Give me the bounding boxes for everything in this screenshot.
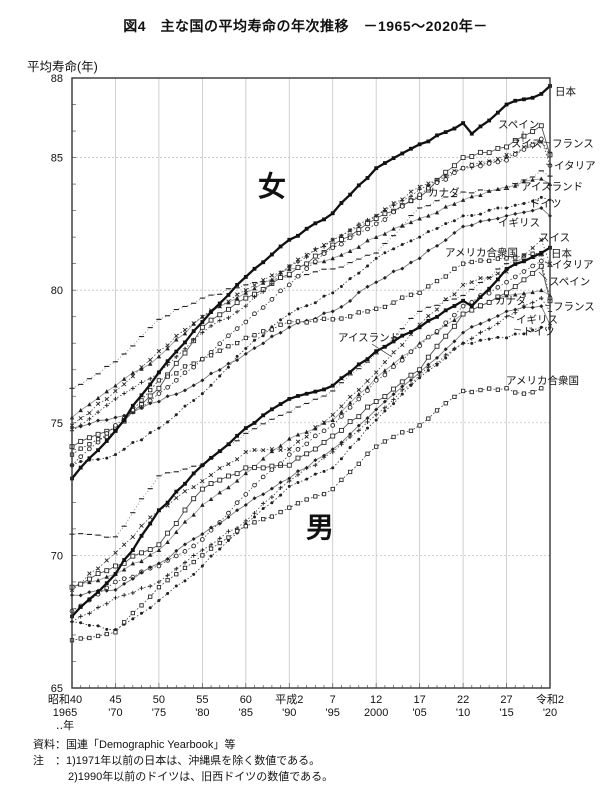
- label-canada-f: カナダ: [428, 186, 460, 199]
- ytick-70: 70: [51, 550, 63, 562]
- leader-italy-m: [544, 261, 551, 265]
- series-usa-m: [69, 386, 544, 643]
- xtick-era-1980: 55: [196, 694, 208, 706]
- ytick-85: 85: [51, 153, 63, 165]
- label-spain-m: スペイン: [549, 276, 590, 288]
- xtick-extra-1965: ‥年: [56, 718, 74, 732]
- note-2: 2)1990年以前のドイツは、旧西ドイツの数値である。: [68, 771, 334, 783]
- xtick-era-1970: 45: [109, 694, 121, 706]
- ytick-80: 80: [51, 285, 63, 297]
- xtick-era-2010: 22: [457, 694, 469, 706]
- label-iceland-m: アイスランド: [338, 332, 400, 344]
- xtick-year-2010: '10: [456, 707, 470, 719]
- label-italy-f: イタリア: [554, 160, 596, 172]
- series-uk-f: [70, 205, 552, 431]
- xtick-era-1975: 50: [153, 694, 165, 706]
- source-note: 資料：国連「Demographic Yearbook」等: [33, 739, 236, 751]
- figure-title: 図4 主な国の平均寿命の年次推移 －1965～2020年－: [123, 18, 488, 34]
- label-switzerland-f: スイス: [511, 138, 542, 150]
- xtick-era-2005: 17: [414, 694, 426, 706]
- leader-italy-f: [545, 163, 553, 166]
- leader-spain-m: [538, 271, 548, 281]
- label-uk-m: イギリス: [516, 314, 558, 326]
- leader-france-m: [544, 304, 552, 307]
- leader-france-f: [543, 141, 551, 144]
- plot-border: [71, 77, 551, 689]
- xtick-year-1980: '80: [195, 707, 209, 719]
- ytick-65: 65: [51, 683, 63, 695]
- label-japan-f: 日本: [555, 85, 576, 98]
- xtick-year-1985: '85: [239, 707, 253, 719]
- label-iceland-f: アイスランド: [521, 181, 583, 193]
- xtick-year-2015: '15: [499, 707, 513, 719]
- xtick-era-2020: 令和2: [536, 692, 564, 706]
- series-switzerland-m: [69, 237, 553, 592]
- xtick-year-1995: '95: [326, 707, 340, 719]
- xtick-year-2020: '20: [543, 707, 557, 719]
- xtick-era-1990: 平成2: [275, 693, 303, 706]
- label-germany-m: ドイツ: [523, 326, 555, 338]
- label-canada-m: カナダ: [495, 294, 527, 307]
- xtick-era-2000: 12: [370, 694, 382, 706]
- series-iceland-f: [69, 170, 553, 389]
- series-japan-m: [70, 245, 552, 619]
- footnotes: 資料：国連「Demographic Yearbook」等 注 ：1)1971年以…: [33, 737, 333, 785]
- series-italy-m: [69, 258, 553, 614]
- leader-uk-m: [506, 314, 515, 319]
- series-germany-f: [70, 195, 552, 467]
- label-usa-m: アメリカ合衆国: [506, 374, 579, 387]
- label-uk-f: イギリス: [498, 217, 540, 229]
- group-label-female: 女: [258, 170, 286, 202]
- series-uk-m: [70, 304, 552, 598]
- label-germany-f: ドイツ: [530, 198, 562, 210]
- label-switzerland-m: スイス: [539, 232, 570, 244]
- xtick-year-2005: '05: [412, 707, 426, 719]
- axis-labels: 888580757065昭和401965‥年45'7050'7555'8060'…: [48, 73, 564, 732]
- series-germany-m: [70, 325, 552, 632]
- xtick-year-1970: '70: [108, 707, 122, 719]
- xtick-year-1975: '75: [152, 707, 166, 719]
- leader-germany-m: [513, 328, 522, 331]
- xtick-year-2000: 2000: [364, 707, 388, 719]
- ytick-75: 75: [51, 418, 63, 430]
- label-usa-f: アメリカ合衆国: [445, 246, 518, 259]
- group-label-male: 男: [306, 512, 334, 543]
- label-japan-m: 日本: [551, 247, 572, 260]
- leader-iceland-m: [371, 343, 393, 358]
- label-france-m: フランス: [553, 301, 595, 313]
- leader-iceland-f: [511, 182, 520, 187]
- series-japan-f: [70, 84, 552, 481]
- y-axis-title: 平均寿命(年): [27, 60, 98, 74]
- series-italy-f: [69, 136, 553, 468]
- ytick-88: 88: [51, 73, 63, 85]
- xtick-year-1965: 1965: [53, 707, 77, 719]
- label-spain-f: スペイン: [498, 119, 539, 131]
- chart-grid: [72, 78, 550, 688]
- xtick-era-1985: 60: [240, 694, 252, 706]
- label-france-f: フランス: [552, 138, 594, 150]
- xtick-year-1990: '90: [282, 707, 296, 719]
- label-italy-m: イタリア: [552, 259, 594, 271]
- xtick-era-1995: 7: [330, 694, 336, 706]
- xtick-era-1965: 昭和40: [48, 693, 82, 706]
- note-1: 注 ：1)1971年以前の日本は、沖縄県を除く数値である。: [33, 755, 321, 767]
- xtick-era-2015: 27: [500, 694, 512, 706]
- series-france-m: [69, 296, 553, 624]
